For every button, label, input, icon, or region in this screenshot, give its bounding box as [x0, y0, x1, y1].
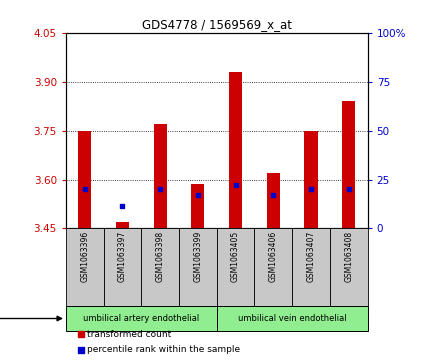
Text: GSM1063407: GSM1063407 [306, 231, 315, 282]
Text: GSM1063399: GSM1063399 [193, 231, 202, 282]
Text: umbilical artery endothelial: umbilical artery endothelial [83, 314, 199, 323]
Bar [292, 228, 330, 306]
Bar [66, 228, 104, 306]
Text: transformed count: transformed count [87, 330, 171, 339]
Text: cell type: cell type [0, 314, 62, 323]
Text: umbilical vein endothelial: umbilical vein endothelial [238, 314, 346, 323]
Title: GDS4778 / 1569569_x_at: GDS4778 / 1569569_x_at [142, 19, 292, 32]
Bar [229, 72, 242, 228]
Bar [191, 184, 204, 228]
Bar [330, 228, 368, 306]
Bar [141, 228, 179, 306]
Bar [66, 306, 217, 331]
Bar [267, 173, 280, 228]
Bar [116, 222, 129, 228]
Bar [153, 124, 167, 228]
Text: GSM1063397: GSM1063397 [118, 231, 127, 282]
Text: GSM1063396: GSM1063396 [80, 231, 89, 282]
Bar [342, 101, 355, 228]
Text: percentile rank within the sample: percentile rank within the sample [87, 345, 240, 354]
Text: GSM1063408: GSM1063408 [344, 231, 353, 282]
Text: GSM1063406: GSM1063406 [269, 231, 278, 282]
Bar [255, 228, 292, 306]
Bar [217, 306, 368, 331]
Text: GSM1063405: GSM1063405 [231, 231, 240, 282]
Bar [104, 228, 141, 306]
Bar [179, 228, 217, 306]
Bar [304, 131, 317, 228]
Text: GSM1063398: GSM1063398 [156, 231, 164, 282]
Bar [217, 228, 255, 306]
Bar [78, 131, 91, 228]
